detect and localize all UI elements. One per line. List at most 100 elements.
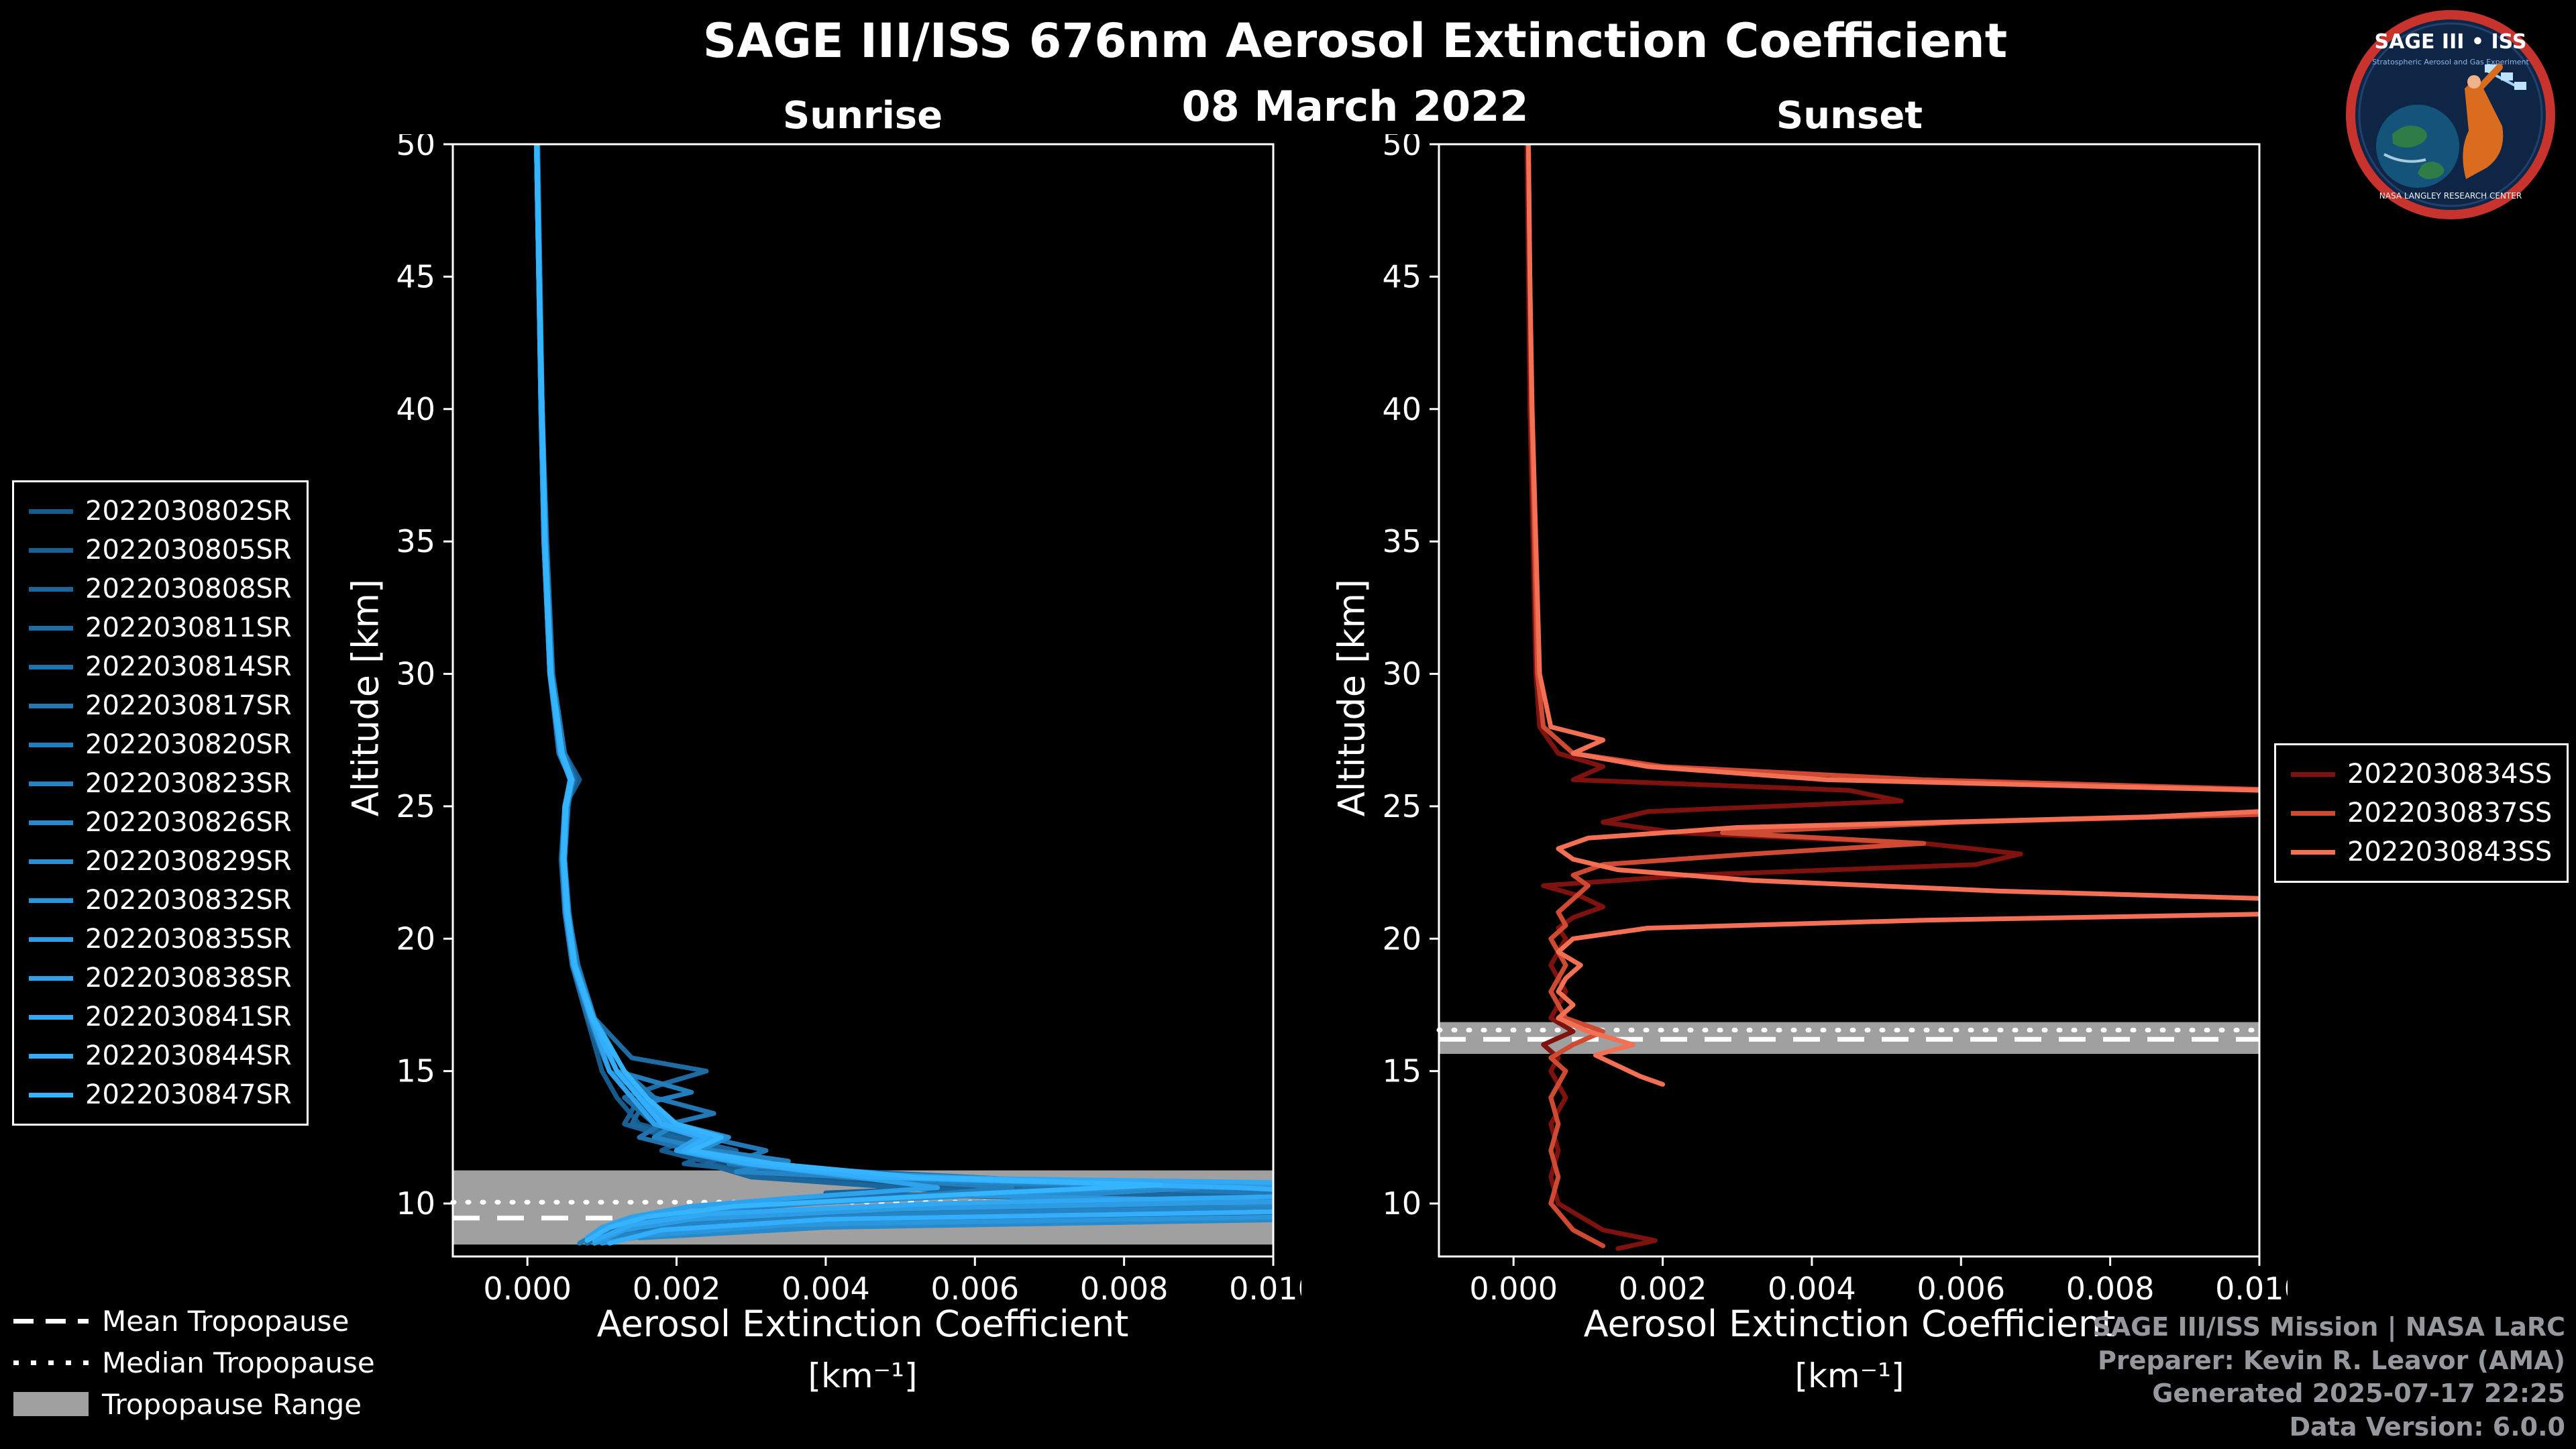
sunrise-y-axis-label: Altitude [km] bbox=[344, 578, 387, 817]
legend-line-swatch-icon bbox=[29, 781, 73, 786]
y-tick-label: 30 bbox=[1382, 656, 1421, 692]
sunrise-legend: 2022030802SR 2022030805SR 2022030808SR 2022… bbox=[12, 480, 309, 1126]
logo-earth-icon bbox=[2376, 105, 2459, 188]
footer-line-generated: Generated 2025-07-17 22:25 bbox=[2152, 1379, 2565, 1409]
profile-line-2022030835SR bbox=[535, 144, 1273, 1246]
y-tick-label: 15 bbox=[396, 1053, 435, 1089]
tropopause-range-legend-item: Tropopause Range bbox=[13, 1383, 375, 1425]
y-tick-label: 40 bbox=[396, 391, 435, 427]
sunset-panel-title: Sunset bbox=[1776, 94, 1923, 138]
profile-line-2022030841SR bbox=[535, 144, 1273, 1243]
sunset-legend: 2022030834SS 2022030837SS 2022030843SS bbox=[2274, 743, 2569, 883]
legend-line-swatch-icon bbox=[29, 936, 73, 942]
legend-item: 2022030847SR bbox=[29, 1075, 292, 1114]
legend-line-swatch-icon bbox=[2291, 849, 2335, 855]
profile-line-2022030843SS bbox=[1525, 144, 2259, 1087]
x-tick-label: 0.010 bbox=[2215, 1271, 2288, 1307]
legend-item: 2022030841SR bbox=[29, 998, 292, 1036]
y-tick-label: 30 bbox=[396, 656, 435, 692]
legend-item-label: 2022030805SR bbox=[85, 535, 292, 566]
footer-line-version: Data Version: 6.0.0 bbox=[2289, 1411, 2566, 1442]
profile-line-2022030847SR bbox=[535, 144, 1164, 1243]
legend-item-label: 2022030829SR bbox=[85, 846, 292, 877]
logo-inner-ring bbox=[2358, 22, 2543, 207]
date-title: 08 March 2022 bbox=[1181, 82, 1529, 131]
legend-item: 2022030835SR bbox=[29, 920, 292, 959]
footer-line-preparer: Preparer: Kevin R. Leavor (AMA) bbox=[2098, 1345, 2565, 1375]
page-title: SAGE III/ISS 676nm Aerosol Extinction Co… bbox=[702, 13, 2008, 68]
y-tick-label: 20 bbox=[396, 920, 435, 957]
legend-line-swatch-icon bbox=[29, 820, 73, 825]
legend-item-label: 2022030832SR bbox=[85, 885, 292, 916]
x-tick-label: 0.000 bbox=[1469, 1271, 1558, 1307]
x-tick-label: 0.002 bbox=[633, 1271, 721, 1307]
sunrise-plot: 0.000 0.002 0.004 0.006 0.008 0.010 10 15 20 25 30… bbox=[396, 134, 1301, 1307]
profile-line-2022030826SR bbox=[534, 144, 1273, 1240]
legend-item: 2022030837SS bbox=[2291, 794, 2552, 833]
legend-item-label: 2022030841SR bbox=[85, 1002, 292, 1032]
legend-line-swatch-icon bbox=[29, 547, 73, 553]
legend-item-label: 2022030823SR bbox=[85, 768, 292, 799]
y-tick-label: 40 bbox=[1382, 391, 1421, 427]
profile-line-2022030808SR bbox=[534, 144, 1273, 1243]
tropopause-range-label: Tropopause Range bbox=[102, 1387, 362, 1421]
y-tick-label: 45 bbox=[1382, 258, 1421, 294]
legend-item-label: 2022030817SR bbox=[85, 690, 292, 721]
legend-line-swatch-icon bbox=[29, 586, 73, 592]
profile-line-2022030802SR bbox=[534, 144, 1273, 1243]
mean-tropopause-legend-item: Mean Tropopause bbox=[13, 1300, 375, 1342]
legend-item: 2022030808SR bbox=[29, 570, 292, 608]
legend-item: 2022030811SR bbox=[29, 608, 292, 647]
legend-line-swatch-icon bbox=[29, 625, 73, 631]
legend-item: 2022030844SR bbox=[29, 1036, 292, 1075]
legend-item: 2022030820SR bbox=[29, 725, 292, 764]
y-tick-label: 20 bbox=[1382, 920, 1421, 957]
legend-line-swatch-icon bbox=[29, 1014, 73, 1020]
y-tick-label: 10 bbox=[1382, 1185, 1421, 1222]
legend-line-swatch-icon bbox=[29, 898, 73, 903]
dashed-line-swatch-icon bbox=[13, 1318, 89, 1324]
sunset-x-axis-units: [km⁻¹] bbox=[1794, 1356, 1904, 1395]
sunset-y-axis-label: Altitude [km] bbox=[1330, 578, 1373, 817]
median-tropopause-label: Median Tropopause bbox=[102, 1346, 375, 1379]
sage-iii-iss-logo: SAGE III • ISS Stratospheric Aerosol and… bbox=[2346, 10, 2555, 219]
legend-line-swatch-icon bbox=[29, 508, 73, 514]
y-tick-label: 50 bbox=[1382, 134, 1421, 162]
legend-item-label: 2022030808SR bbox=[85, 574, 292, 604]
y-tick-label: 35 bbox=[396, 523, 435, 559]
sunset-plot: 0.000 0.002 0.004 0.006 0.008 0.010 10 15 20 25 30… bbox=[1382, 134, 2288, 1307]
x-tick-label: 0.008 bbox=[1080, 1271, 1169, 1307]
y-tick-label: 45 bbox=[396, 258, 435, 294]
legend-line-swatch-icon bbox=[29, 1092, 73, 1097]
logo-subtitle: Stratospheric Aerosol and Gas Experiment bbox=[2372, 58, 2529, 66]
x-tick-label: 0.002 bbox=[1619, 1271, 1707, 1307]
legend-item: 2022030826SR bbox=[29, 803, 292, 842]
legend-item: 2022030838SR bbox=[29, 959, 292, 998]
legend-item: 2022030814SR bbox=[29, 647, 292, 686]
tropopause-legend: Mean Tropopause Median Tropopause Tropop… bbox=[13, 1300, 375, 1425]
gray-band-swatch-icon bbox=[13, 1392, 89, 1416]
legend-line-swatch-icon bbox=[2291, 810, 2335, 816]
x-tick-label: 0.000 bbox=[483, 1271, 572, 1307]
legend-item-label: 2022030837SS bbox=[2347, 798, 2553, 828]
legend-line-swatch-icon bbox=[29, 742, 73, 747]
footer-line-mission: SAGE III/ISS Mission | NASA LaRC bbox=[2092, 1312, 2565, 1342]
legend-item: 2022030843SS bbox=[2291, 833, 2552, 871]
x-tick-label: 0.006 bbox=[1917, 1271, 2005, 1307]
legend-item-label: 2022030838SR bbox=[85, 963, 292, 994]
profile-line-2022030837SS bbox=[1525, 144, 2259, 1248]
y-tick-label: 10 bbox=[396, 1185, 435, 1222]
legend-item: 2022030832SR bbox=[29, 881, 292, 920]
y-tick-label: 35 bbox=[1382, 523, 1421, 559]
x-tick-label: 0.006 bbox=[930, 1271, 1019, 1307]
legend-line-swatch-icon bbox=[2291, 771, 2335, 777]
sunrise-x-axis-label: Aerosol Extinction Coefficient bbox=[596, 1303, 1129, 1345]
legend-item-label: 2022030844SR bbox=[85, 1040, 292, 1071]
x-tick-label: 0.008 bbox=[2066, 1271, 2155, 1307]
legend-item-label: 2022030834SS bbox=[2347, 759, 2553, 790]
legend-item: 2022030802SR bbox=[29, 492, 292, 531]
profile-line-2022030805SR bbox=[535, 144, 1273, 1243]
profile-line-2022030838SR bbox=[534, 144, 941, 1240]
sunset-x-axis-label: Aerosol Extinction Coefficient bbox=[1583, 1303, 2116, 1345]
x-tick-label: 0.010 bbox=[1229, 1271, 1301, 1307]
